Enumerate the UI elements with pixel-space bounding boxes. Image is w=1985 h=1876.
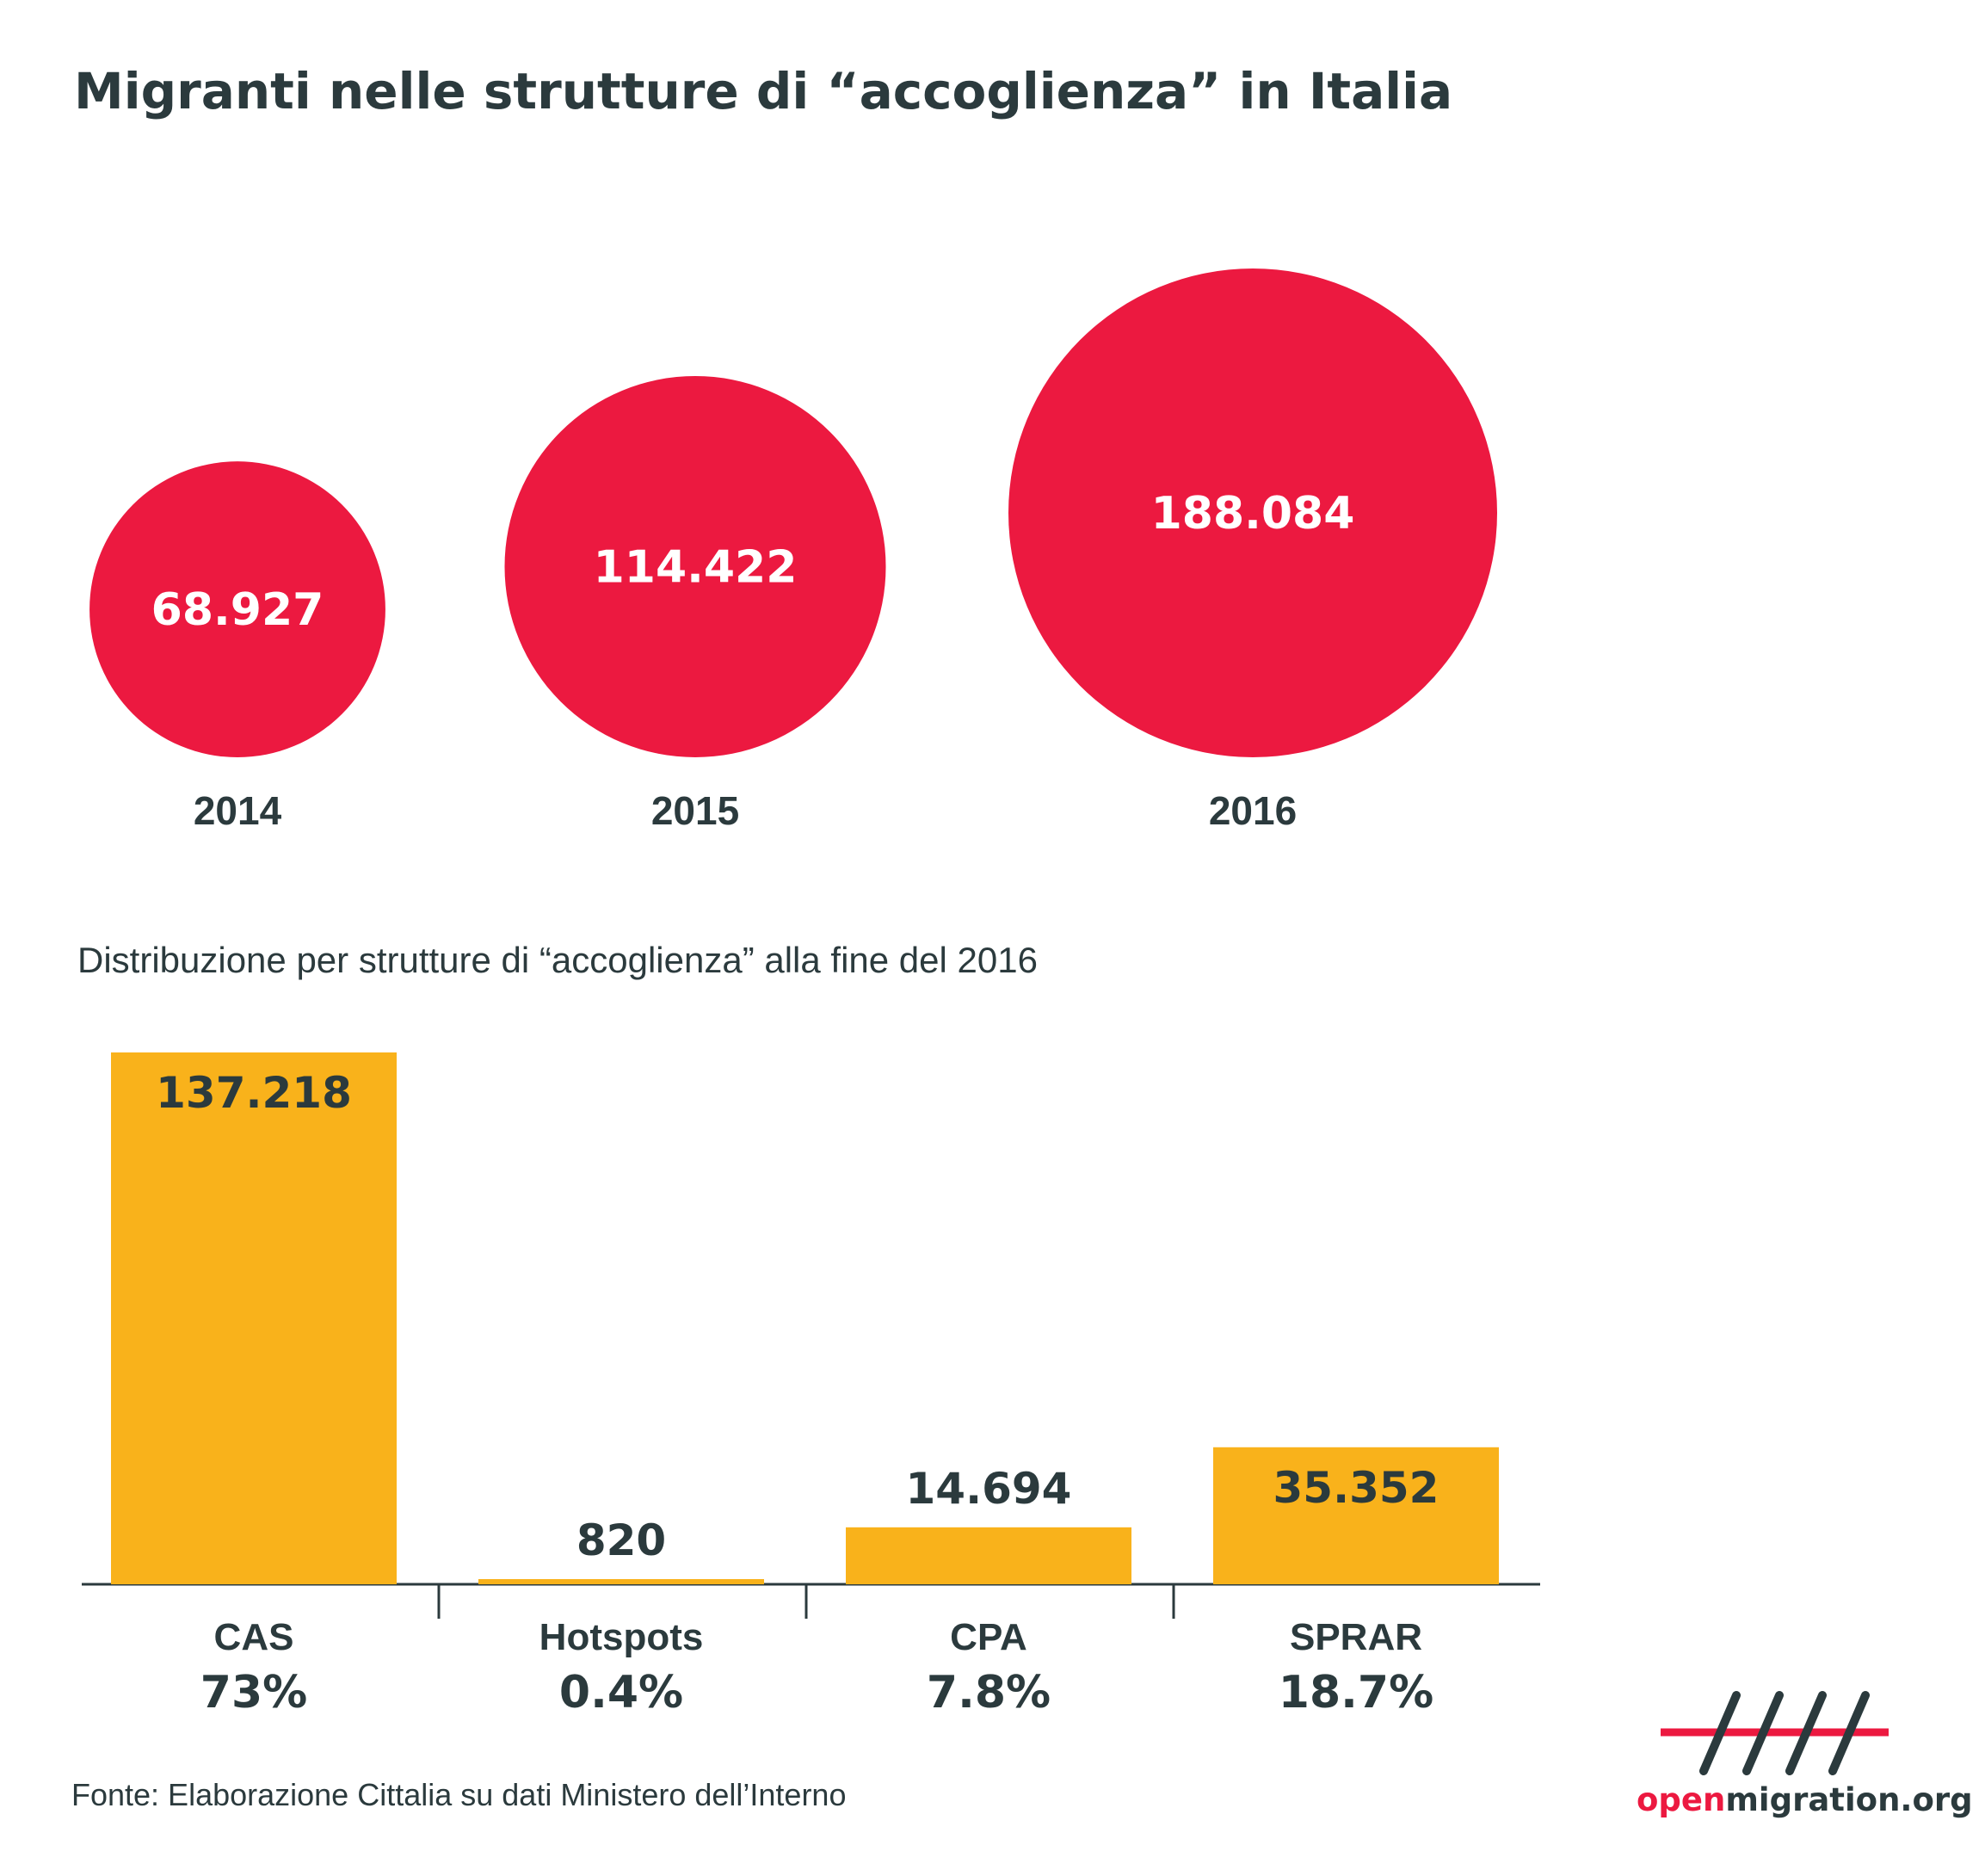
bar-category-label: Hotspots [539,1616,704,1658]
bar-category-label: CAS [214,1616,294,1658]
bar-value-label: 137.218 [156,1068,352,1118]
bubble-year-label: 2016 [1209,788,1297,833]
bar-CPA [846,1527,1131,1584]
chart-title: Migranti nelle strutture di “accoglienza… [74,62,1453,120]
bar-value-label: 14.694 [906,1464,1072,1514]
bar-percentage-label: 7.8% [927,1667,1051,1719]
openmigration-logo-icon [1661,1691,1889,1775]
source-note: Fonte: Elaborazione Cittalia su dati Min… [71,1777,847,1812]
bubble-2014 [89,461,385,757]
bar-category-label: CPA [950,1616,1027,1658]
logo-text-migration: migration.org [1725,1781,1973,1818]
logo-text: openmigration.org [1637,1781,1973,1818]
bar-SPRAR [1213,1447,1499,1584]
bubble-value-label: 68.927 [151,584,324,636]
bar-value-label: 35.352 [1273,1463,1439,1513]
bar-category-label: SPRAR [1290,1616,1422,1658]
bar-percentage-label: 0.4% [559,1667,683,1719]
bar-percentage-label: 73% [200,1667,307,1719]
bubble-value-label: 114.422 [594,541,798,593]
bar-CAS [111,1052,397,1584]
bubble-2016 [1008,268,1497,757]
bubble-2015 [504,375,886,757]
bar-percentage-label: 18.7% [1279,1667,1433,1719]
logo-text-open: open [1637,1781,1726,1818]
bubble-year-label: 2014 [194,788,282,833]
bubble-value-label: 188.084 [1151,488,1355,540]
bar-chart-subtitle: Distribuzione per strutture di “accoglie… [77,940,1038,980]
bubble-year-label: 2015 [651,788,739,833]
bar-value-label: 820 [576,1515,666,1565]
bar-Hotspots [478,1579,764,1584]
